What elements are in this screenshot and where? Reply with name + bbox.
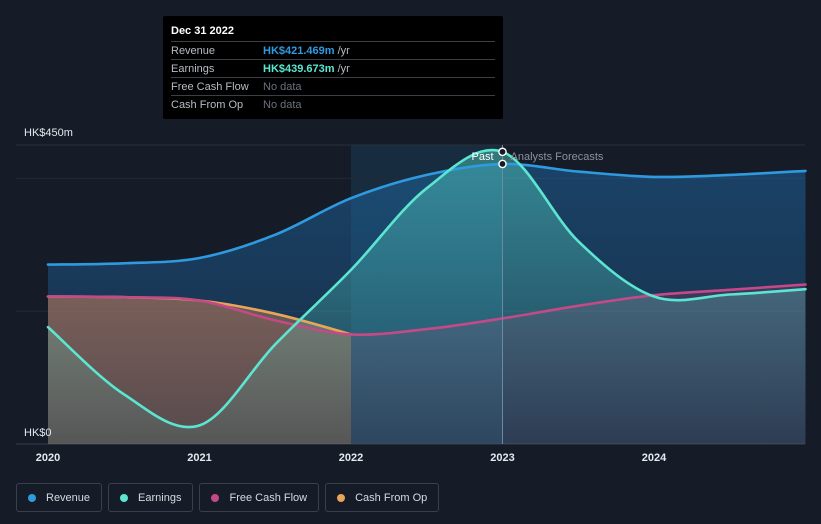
x-tick-label: 2022 — [339, 452, 363, 464]
forecast-marker-label: Analysts Forecasts — [511, 151, 604, 163]
tooltip-row-cash-from-op: Cash From Op No data — [171, 95, 495, 113]
tooltip-value: No data — [263, 80, 302, 93]
legend-item-cash-from-op[interactable]: Cash From Op — [325, 483, 440, 512]
tooltip-row-revenue: Revenue HK$421.469m /yr — [171, 41, 495, 59]
tooltip-row-earnings: Earnings HK$439.673m /yr — [171, 59, 495, 77]
legend-dot-icon — [211, 493, 220, 502]
tooltip-unit: /yr — [337, 44, 350, 57]
earnings-hover-point — [498, 147, 507, 157]
tooltip-unit: /yr — [337, 62, 350, 75]
tooltip-date: Dec 31 2022 — [171, 25, 234, 37]
legend-dot-icon — [120, 493, 129, 502]
legend-item-revenue[interactable]: Revenue — [16, 483, 103, 512]
tooltip-value: HK$439.673m — [263, 62, 335, 75]
x-tick-label: 2023 — [490, 452, 514, 464]
legend-label: Cash From Op — [355, 491, 428, 504]
tooltip-row-free-cash-flow: Free Cash Flow No data — [171, 77, 495, 95]
legend-label: Free Cash Flow — [229, 491, 308, 504]
legend-dot-icon — [28, 493, 36, 502]
x-tick-label: 2021 — [187, 452, 211, 464]
legend-item-free-cash-flow[interactable]: Free Cash Flow — [199, 483, 320, 512]
y-tick-label-max: HK$450m — [24, 127, 73, 139]
data-tooltip: Dec 31 2022 Revenue HK$421.469m /yr Earn… — [163, 16, 503, 119]
past-marker-label: Past — [471, 151, 493, 163]
x-tick-label: 2020 — [36, 452, 60, 464]
tooltip-value: HK$421.469m — [263, 44, 335, 57]
tooltip-label: Cash From Op — [171, 98, 244, 111]
free-cash-flow-series-line — [46, 283, 807, 336]
tooltip-label: Free Cash Flow — [171, 80, 249, 93]
earnings-area — [48, 150, 806, 444]
tooltip-value: No data — [263, 98, 302, 111]
revenue-hover-point — [498, 159, 507, 169]
x-tick-label: 2024 — [642, 452, 667, 464]
legend-dot-icon — [337, 493, 346, 502]
earnings-series-line — [46, 148, 807, 429]
y-tick-label-zero: HK$0 — [24, 427, 52, 439]
tooltip-label: Revenue — [171, 44, 216, 57]
legend-label: Earnings — [138, 491, 182, 504]
legend-label: Revenue — [46, 491, 91, 504]
legend-item-earnings[interactable]: Earnings — [108, 483, 194, 512]
chart-legend: Revenue Earnings Free Cash Flow Cash Fro… — [16, 483, 440, 512]
revenue-series-line — [46, 162, 807, 266]
tooltip-label: Earnings — [171, 62, 215, 75]
